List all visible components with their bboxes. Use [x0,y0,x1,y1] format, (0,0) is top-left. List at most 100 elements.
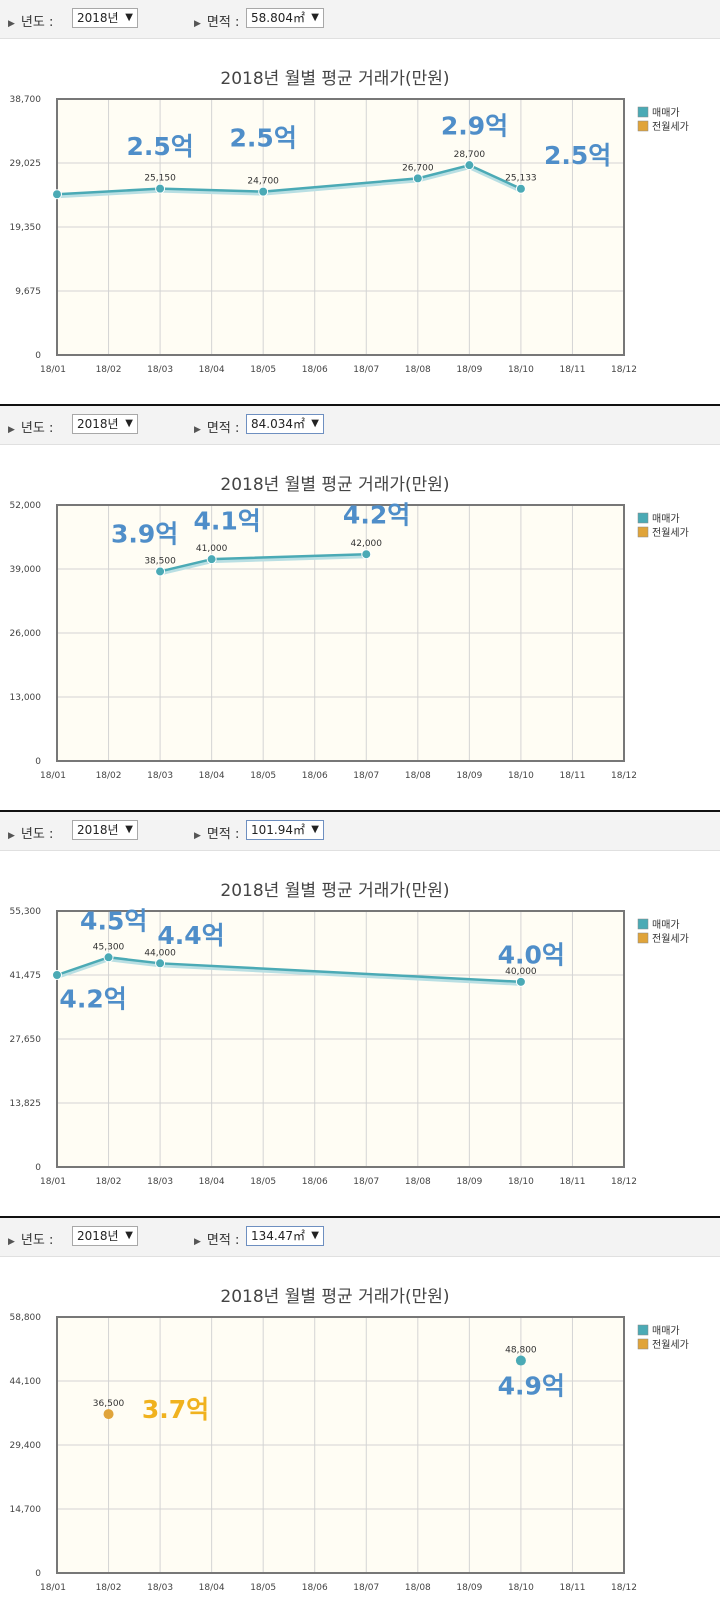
x-tick-label: 18/11 [559,771,585,781]
year-select[interactable]: 2018년 ▼ [72,414,138,434]
x-tick-label: 18/03 [147,365,173,375]
data-label: 25,133 [505,174,537,184]
legend-label[interactable]: 전월세가 [652,1339,689,1351]
x-tick-label: 18/07 [353,365,379,375]
y-tick-label: 13,000 [10,693,42,703]
chart-title: 2018년 월별 평균 거래가(만원) [220,475,449,495]
chart-panel: ▶ 년도 : 2018년 ▼ ▶ 면적 : 134.47㎡ ▼ 2018년 월별 평균 거래가(… [0,1218,720,1624]
x-tick-label: 18/08 [405,1177,431,1187]
x-tick-label: 18/03 [147,1177,173,1187]
data-point[interactable] [464,160,475,171]
x-tick-label: 18/10 [508,1583,534,1593]
triangle-right-icon: ▶ [194,19,201,29]
x-tick-label: 18/11 [559,365,585,375]
triangle-right-icon: ▶ [8,19,15,29]
legend-swatch [637,526,649,538]
y-tick-label: 44,100 [10,1377,42,1387]
data-point[interactable] [515,183,526,194]
data-point[interactable] [155,958,166,969]
x-tick-label: 18/05 [250,1177,276,1187]
y-tick-label: 9,675 [15,287,41,297]
triangle-right-icon: ▶ [8,1237,15,1247]
plot-frame [56,98,625,356]
triangle-right-icon: ▶ [194,1237,201,1247]
data-point[interactable] [155,566,166,577]
y-tick-label: 55,300 [10,907,42,917]
caret-down-icon: ▼ [125,12,133,23]
data-point[interactable] [103,952,114,963]
legend-label[interactable]: 전월세가 [652,527,689,539]
y-tick-label: 29,025 [10,159,42,169]
x-tick-label: 18/05 [250,1583,276,1593]
data-point[interactable] [52,189,62,200]
data-label: 25,150 [144,174,176,184]
data-point[interactable] [412,173,423,184]
data-label: 36,500 [93,1399,125,1409]
legend-label[interactable]: 매매가 [652,107,680,119]
x-tick-label: 18/01 [40,365,66,375]
y-tick-label: 0 [35,351,41,361]
x-tick-label: 18/01 [40,1583,66,1593]
y-tick-label: 26,000 [10,629,42,639]
x-tick-label: 18/12 [611,1583,637,1593]
x-tick-label: 18/02 [96,365,122,375]
y-tick-label: 41,475 [10,971,42,981]
x-tick-label: 18/07 [353,1583,379,1593]
data-point[interactable] [155,183,166,194]
x-tick-label: 18/06 [302,1583,328,1593]
data-point[interactable] [258,186,269,197]
series-line-shadow [56,165,522,199]
price-annotation: 4.2억 [59,984,126,1013]
y-tick-label: 38,700 [10,95,42,105]
x-tick-label: 18/02 [96,1177,122,1187]
price-annotation: 4.4억 [157,921,224,950]
y-tick-label: 52,000 [10,501,42,511]
price-chart: 2018년 월별 평균 거래가(만원) 0 9,675 19,350 29,025 38,… [10,69,689,375]
x-tick-label: 18/09 [456,1177,482,1187]
year-select[interactable]: 2018년 ▼ [72,1226,138,1246]
x-tick-label: 18/09 [456,1583,482,1593]
legend-swatch [637,120,649,132]
x-tick-label: 18/06 [302,771,328,781]
x-tick-label: 18/04 [199,365,225,375]
plot-frame [56,910,625,1168]
legend-label[interactable]: 전월세가 [652,933,689,945]
x-tick-label: 18/10 [508,1177,534,1187]
x-tick-label: 18/03 [147,1583,173,1593]
legend-swatch [637,918,649,930]
data-label: 40,000 [505,967,537,977]
data-point[interactable] [361,549,372,560]
x-tick-label: 18/08 [405,1583,431,1593]
data-point[interactable] [515,1355,526,1366]
y-tick-label: 19,350 [10,223,42,233]
series-line [56,163,522,196]
data-point[interactable] [52,970,62,980]
area-label: ▶ 면적 : [194,15,240,30]
data-point[interactable] [206,554,217,565]
area-select[interactable]: 134.47㎡ ▼ [246,1226,324,1246]
area-select[interactable]: 101.94㎡ ▼ [246,820,324,840]
x-tick-label: 18/04 [199,1583,225,1593]
y-tick-label: 29,400 [10,1441,42,1451]
year-select[interactable]: 2018년 ▼ [72,8,138,28]
year-label: ▶ 년도 : [8,421,54,436]
year-select[interactable]: 2018년 ▼ [72,820,138,840]
legend-label[interactable]: 매매가 [652,1325,680,1337]
area-select[interactable]: 58.804㎡ ▼ [246,8,324,28]
data-point[interactable] [515,976,526,987]
legend-swatch [637,512,649,524]
legend-label[interactable]: 매매가 [652,919,680,931]
price-annotation: 3.7억 [142,1395,209,1424]
x-tick-label: 18/06 [302,365,328,375]
price-chart: 2018년 월별 평균 거래가(만원) 0 14,700 29,400 44,100 58… [10,1287,689,1593]
caret-down-icon: ▼ [125,418,133,429]
year-label: ▶ 년도 : [8,827,54,842]
price-annotation: 4.0억 [498,940,565,969]
legend-label[interactable]: 전월세가 [652,121,689,133]
legend-label[interactable]: 매매가 [652,513,680,525]
area-label: ▶ 면적 : [194,421,240,436]
chart-title: 2018년 월별 평균 거래가(만원) [220,1287,449,1307]
y-tick-label: 27,650 [10,1035,42,1045]
area-select[interactable]: 84.034㎡ ▼ [246,414,324,434]
data-point[interactable] [103,1409,114,1420]
